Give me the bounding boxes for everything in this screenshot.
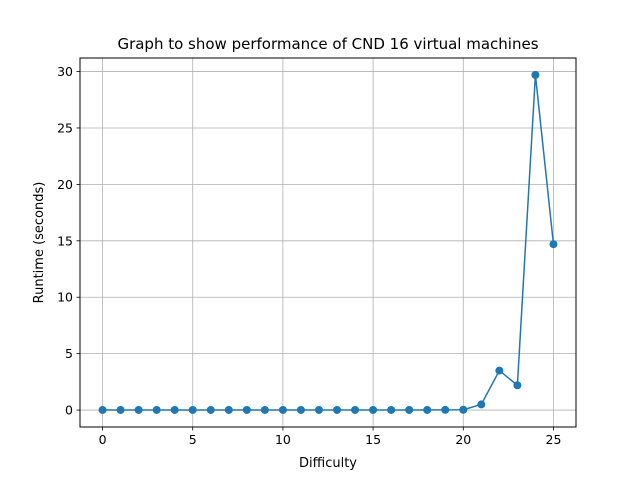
data-point [459,405,468,414]
data-point [260,405,269,414]
x-tick-label: 25 [546,432,562,447]
x-tick-label: 10 [275,432,291,447]
series-layer [98,70,558,414]
y-tick-label: 0 [65,403,73,418]
ticks: 0 5 10 15 20 25 0 5 10 15 20 25 30 [57,64,561,447]
y-tick-label: 25 [57,120,73,135]
data-point [369,405,378,414]
data-point [405,405,414,414]
y-tick-label: 5 [65,346,73,361]
data-point [98,405,107,414]
axes-frame [79,57,577,428]
data-point [170,405,179,414]
data-point [423,405,432,414]
data-point [206,405,215,414]
y-tick-label: 30 [57,64,73,79]
data-point [134,405,143,414]
data-point [351,405,360,414]
data-point [549,240,558,249]
y-tick-label: 20 [57,177,73,192]
grid [80,58,576,427]
data-point [116,405,125,414]
data-point [333,405,342,414]
data-point [495,366,504,375]
data-point [387,405,396,414]
data-point [188,405,197,414]
data-point [477,400,486,409]
data-point [531,70,540,79]
data-point [296,405,305,414]
y-tick-label: 10 [57,290,73,305]
x-tick-label: 15 [365,432,381,447]
x-tick-label: 5 [189,432,197,447]
data-point [224,405,233,414]
x-axis-label: Difficulty [299,456,357,471]
y-axis-label: Runtime (seconds) [32,182,47,304]
data-point [441,405,450,414]
data-point [278,405,287,414]
data-point [152,405,161,414]
data-point [513,381,522,390]
data-point [242,405,251,414]
y-tick-label: 15 [57,233,73,248]
x-tick-label: 0 [99,432,107,447]
chart-title: Graph to show performance of CND 16 virt… [117,35,538,53]
x-tick-label: 20 [455,432,471,447]
data-point [314,405,323,414]
